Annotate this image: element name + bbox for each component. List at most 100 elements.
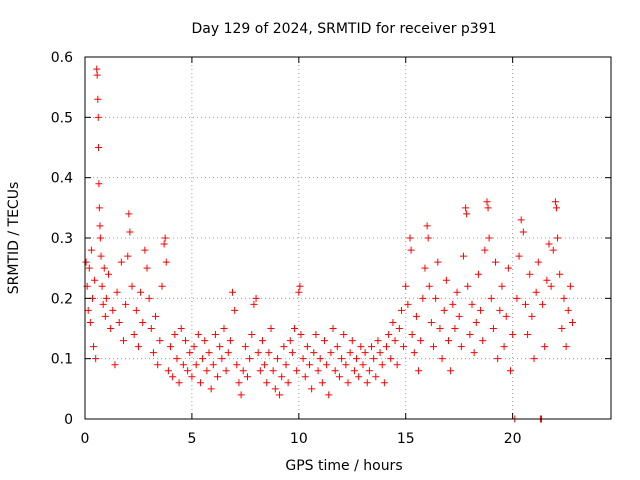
data-point [464,282,472,290]
data-point [340,331,348,339]
data-point [278,373,286,381]
data-point [487,294,495,302]
data-point [254,349,262,357]
data-point [143,264,151,272]
data-point [547,282,555,290]
data-point [423,222,431,230]
y-tick-label: 0.3 [51,231,73,247]
data-point [132,306,140,314]
data-point [93,65,101,73]
data-point [489,325,497,332]
data-point [161,234,169,242]
data-point [560,294,568,302]
x-tick-label: 0 [81,431,90,447]
data-point [273,355,281,363]
data-point [156,337,164,345]
data-point [107,325,115,332]
data-point [94,144,102,151]
data-point [378,361,386,369]
data-point [455,312,463,320]
data-point [359,361,367,369]
data-point [84,306,92,314]
data-point [408,331,416,339]
data-point [382,343,390,351]
data-point [269,367,277,375]
data-point [442,276,450,284]
x-tick-label: 20 [504,431,522,447]
data-point [99,300,107,308]
data-point [231,306,239,314]
data-point [286,337,294,345]
data-point [102,294,110,302]
data-point [327,349,335,357]
x-tick-label: 5 [187,431,196,447]
data-point [220,325,228,332]
data-point [271,385,279,393]
data-point [320,337,328,345]
data-point [250,300,258,308]
data-point [554,234,562,242]
data-point [95,204,103,212]
y-tick-label: 0.1 [51,352,73,368]
data-point [325,391,333,399]
data-point [203,367,211,375]
data-point [111,361,119,369]
data-point [387,355,395,363]
data-point [194,331,202,339]
data-point [218,355,226,363]
data-point [199,355,207,363]
data-point [393,361,401,369]
data-point [237,391,245,399]
data-point [192,361,200,369]
data-point [209,361,217,369]
data-point [316,355,324,363]
data-point [472,318,480,326]
data-point [551,198,559,206]
data-point [226,337,234,345]
data-point [134,343,142,351]
data-point [188,373,196,381]
data-point [451,325,459,332]
data-point [361,349,369,357]
data-point [164,367,172,375]
data-point [303,343,311,351]
data-point [295,288,303,296]
data-point [184,367,192,375]
data-point [539,300,547,308]
data-point [492,258,500,266]
data-point [468,300,476,308]
data-point [288,349,296,357]
data-point [179,361,187,369]
data-point [447,367,455,375]
data-point [407,246,415,254]
y-tick-label: 0 [64,412,73,428]
data-point [370,355,378,363]
data-point [466,331,474,339]
data-point [440,306,448,314]
data-point [211,331,219,339]
data-point [562,343,570,351]
axis-ticks [84,56,611,420]
data-point [246,355,254,363]
data-point [229,288,237,296]
data-point [424,234,432,242]
data-point [513,294,521,302]
data-point [545,240,553,248]
data-point [299,355,307,363]
data-point [417,337,425,345]
data-point [261,361,269,369]
data-point [350,367,358,375]
data-point [267,325,275,332]
data-point [158,282,166,290]
data-point [355,373,363,381]
data-point [504,264,512,272]
data-point [85,264,93,272]
data-point [449,300,457,308]
data-point [318,379,326,387]
data-point [141,246,149,254]
data-point [293,367,301,375]
data-point [502,312,510,320]
data-point [329,325,337,332]
data-point [485,234,493,242]
data-point [432,294,440,302]
